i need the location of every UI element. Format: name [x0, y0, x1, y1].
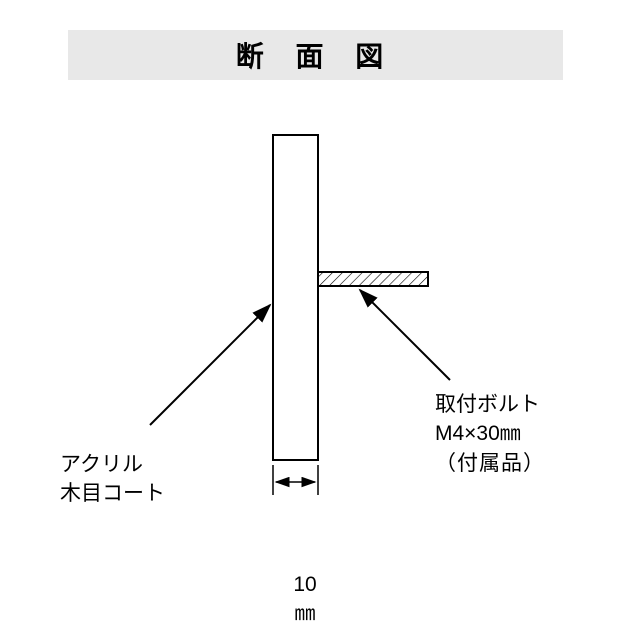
label-acrylic-line1: アクリル: [60, 450, 165, 479]
dimension-value: 10: [285, 570, 325, 599]
label-bolt: 取付ボルト M4×30㎜ （付属品）: [435, 390, 545, 478]
label-bolt-line3: （付属品）: [435, 449, 545, 478]
plate-rect: [273, 135, 318, 460]
cross-section-svg: [0, 80, 630, 630]
bolt-rect: [318, 272, 428, 286]
diagram-area: アクリル 木目コート 取付ボルト M4×30㎜ （付属品） 10 ㎜: [0, 80, 630, 630]
label-acrylic-line2: 木目コート: [60, 479, 165, 508]
arrow-left: [150, 305, 270, 425]
arrow-right: [360, 290, 450, 380]
label-bolt-line2: M4×30㎜: [435, 419, 545, 448]
title-bar: 断 面 図: [68, 30, 563, 80]
label-acrylic: アクリル 木目コート: [60, 450, 165, 509]
dimension-unit: ㎜: [285, 599, 325, 628]
title-text: 断 面 図: [236, 35, 396, 75]
dimension-label: 10 ㎜: [285, 570, 325, 629]
label-bolt-line1: 取付ボルト: [435, 390, 545, 419]
